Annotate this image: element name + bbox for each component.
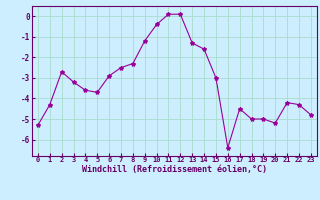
X-axis label: Windchill (Refroidissement éolien,°C): Windchill (Refroidissement éolien,°C) [82,165,267,174]
